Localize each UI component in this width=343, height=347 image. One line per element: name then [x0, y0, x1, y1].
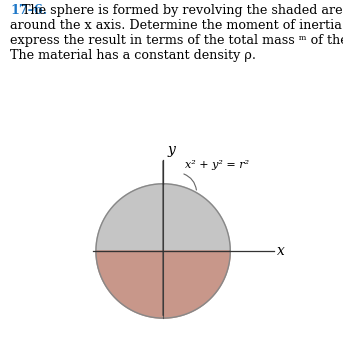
Text: x² + y² = r²: x² + y² = r²	[185, 160, 249, 170]
Text: x: x	[277, 244, 285, 258]
Polygon shape	[96, 251, 230, 318]
Text: The sphere is formed by revolving the shaded area
around the x axis. Determine t: The sphere is formed by revolving the sh…	[10, 4, 343, 62]
Text: y: y	[167, 143, 175, 157]
Text: 17–6.: 17–6.	[10, 4, 47, 17]
Polygon shape	[96, 184, 230, 251]
